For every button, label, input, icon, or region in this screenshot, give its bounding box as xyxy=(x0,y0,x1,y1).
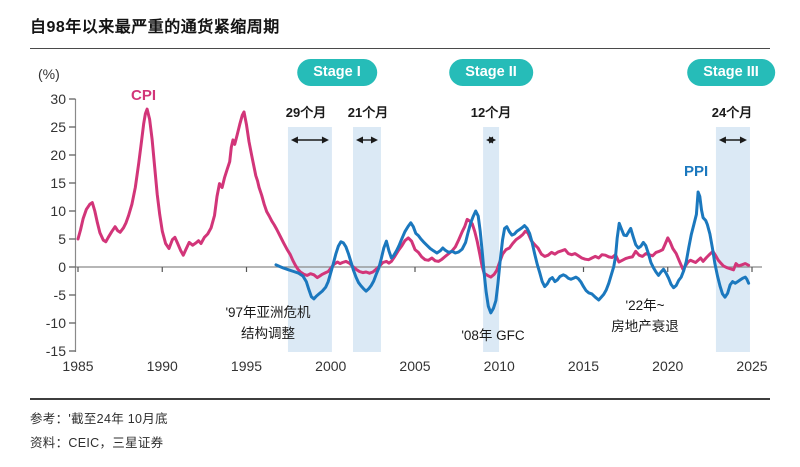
x-tick-label: 2025 xyxy=(736,358,767,374)
stage-3-badge: Stage III xyxy=(687,59,775,86)
band-2-duration-label: 21个月 xyxy=(347,105,389,120)
y-tick-label: -10 xyxy=(46,315,66,331)
deflation-band-4 xyxy=(715,127,750,352)
y-tick-label: 25 xyxy=(50,119,66,135)
y-tick-label: 10 xyxy=(50,203,66,219)
y-tick-label: 20 xyxy=(50,147,66,163)
y-tick-label: 15 xyxy=(50,175,66,191)
y-tick-label: 0 xyxy=(58,259,66,275)
x-tick-label: 2015 xyxy=(568,358,599,374)
y-axis-unit-label: (%) xyxy=(38,66,60,82)
footer-note: 参考：'截至24年 10月底 xyxy=(30,412,168,426)
page-title: 自98年以来最严重的通货紧缩周期 xyxy=(30,19,280,36)
x-tick-label: 2005 xyxy=(399,358,430,374)
cpi-series-label: CPI xyxy=(131,87,157,104)
title-divider xyxy=(30,48,770,49)
x-tick-label: 2010 xyxy=(484,358,515,374)
annotation-97-asian-crisis: '97年亚洲危机 结构调整 xyxy=(225,305,311,341)
x-tick-label: 1985 xyxy=(62,358,93,374)
y-tick-label: -15 xyxy=(46,343,66,359)
x-tick-label: 1995 xyxy=(231,358,262,374)
ppi-line xyxy=(274,190,751,315)
band-1-duration-label: 29个月 xyxy=(285,105,327,120)
y-tick-label: 30 xyxy=(50,91,66,107)
ppi-series-label: PPI xyxy=(684,163,709,180)
annotation-22-property-recession: '22年~ 房地产衰退 xyxy=(611,298,679,334)
deflation-band-2 xyxy=(352,127,381,352)
y-tick-label: 5 xyxy=(58,231,66,247)
x-tick-label: 2020 xyxy=(652,358,683,374)
stage-1-badge: Stage I xyxy=(297,59,377,86)
footer-source: 资料：CEIC，三星证券 xyxy=(30,436,164,450)
band-4-duration-label: 24个月 xyxy=(711,105,753,120)
band-3-duration-label: 12个月 xyxy=(470,105,512,120)
footer: 参考：'截至24年 10月底 资料：CEIC，三星证券 xyxy=(30,398,770,451)
stage-2-badge: Stage II xyxy=(449,59,533,86)
deflation-band-1 xyxy=(287,127,332,352)
annotation-08-gfc: '08年 GFC xyxy=(461,328,525,343)
x-tick-label: 2000 xyxy=(315,358,346,374)
deflation-band-3 xyxy=(483,127,500,352)
x-tick-label: 1990 xyxy=(147,358,178,374)
y-tick-label: -5 xyxy=(54,287,67,303)
